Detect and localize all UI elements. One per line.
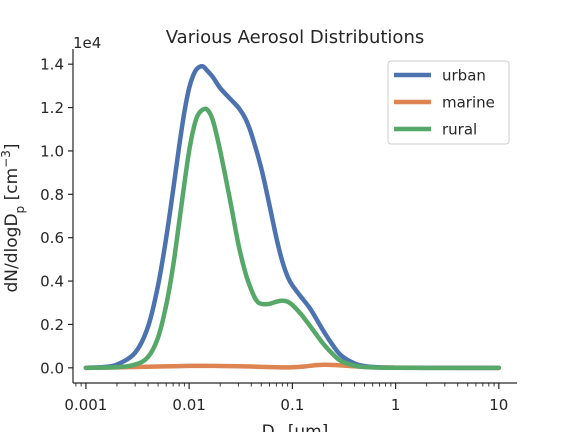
x-axis-label-unit: [um] xyxy=(282,422,328,432)
y-axis-label: dN/dlogDp [cm−3] xyxy=(0,144,27,293)
y-axis-label-main: dN/dlogD xyxy=(2,213,22,292)
x-axis-label: Dp [um] xyxy=(262,422,329,432)
legend: urban marine rural xyxy=(387,60,510,145)
y-tick-label: 1.2 xyxy=(40,99,64,117)
x-tick-label: 0.01 xyxy=(172,396,205,414)
y-tick-label: 0.8 xyxy=(40,186,64,204)
y-axis-label-unit-end: ] xyxy=(2,144,22,151)
legend-items: urban marine rural xyxy=(394,67,495,139)
legend-frame xyxy=(387,60,510,145)
y-axis-label-unit: [cm xyxy=(2,168,22,206)
y-tick-label: 0.0 xyxy=(40,359,64,377)
x-tick-label: 1 xyxy=(391,396,401,414)
series-line-urban xyxy=(83,64,502,371)
legend-label-marine: marine xyxy=(442,94,495,112)
y-tick-label: 0.6 xyxy=(40,229,64,247)
x-tick-label: 0.001 xyxy=(64,396,107,414)
plot-lines xyxy=(83,64,502,371)
y-tick-label: 0.2 xyxy=(40,316,64,334)
x-tick-label: 0.1 xyxy=(280,396,304,414)
x-ticks: 0.001 0.01 0.1 1 10 xyxy=(64,383,508,414)
chart-title: Various Aerosol Distributions xyxy=(166,27,424,48)
y-axis-label-unit-sup: −3 xyxy=(0,150,13,168)
series-line-rural xyxy=(83,106,502,371)
legend-label-rural: rural xyxy=(442,121,477,139)
y-offset-label: 1e4 xyxy=(73,34,101,52)
y-tick-label: 0.4 xyxy=(40,273,64,291)
y-tick-label: 1.0 xyxy=(40,142,64,160)
legend-label-urban: urban xyxy=(442,67,486,85)
y-tick-label: 1.4 xyxy=(40,56,64,74)
y-ticks: 0.0 0.2 0.4 0.6 0.8 1.0 1.2 1.4 xyxy=(40,56,73,377)
x-tick-label: 10 xyxy=(489,396,508,414)
y-axis-label-sub: p xyxy=(13,206,27,214)
x-axis-label-main: D xyxy=(262,422,275,432)
